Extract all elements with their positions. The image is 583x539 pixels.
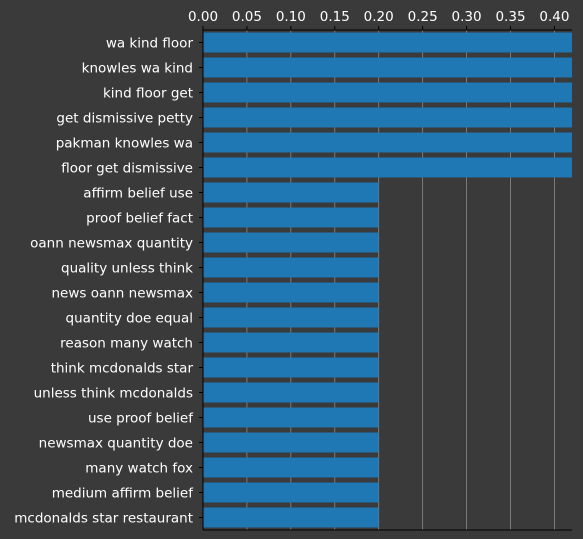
bar — [203, 82, 572, 103]
category-label: proof belief fact — [86, 211, 193, 227]
category-label: reason many watch — [60, 336, 193, 352]
bar — [203, 182, 379, 203]
bar — [203, 57, 572, 78]
category-label: newsmax quantity doe — [39, 436, 193, 452]
bar — [203, 132, 572, 153]
category-label: floor get dismissive — [61, 161, 193, 177]
x-tick-label: 0.30 — [452, 9, 482, 25]
x-tick-label: 0.20 — [364, 9, 394, 25]
bar — [203, 232, 379, 253]
x-tick-label: 0.25 — [408, 9, 438, 25]
bar — [203, 157, 572, 178]
category-label: many watch fox — [85, 461, 193, 477]
bar — [203, 507, 379, 528]
category-labels: wa kind floor knowles wa kind kind floor g… — [14, 36, 203, 527]
bar — [203, 407, 379, 428]
category-label: oann newsmax quantity — [30, 236, 193, 252]
x-tick-label: 0.35 — [495, 9, 525, 25]
bar — [203, 207, 379, 228]
category-label: news oann newsmax — [51, 286, 193, 302]
axes — [202, 29, 572, 531]
category-label: knowles wa kind — [82, 61, 193, 77]
bar — [203, 107, 572, 128]
category-label: pakman knowles wa — [56, 136, 193, 152]
x-tick-label: 0.10 — [276, 9, 306, 25]
bar — [203, 307, 379, 328]
category-label: quality unless think — [61, 261, 193, 277]
category-label: use proof belief — [88, 411, 194, 427]
bar — [203, 432, 379, 453]
bar — [203, 382, 379, 403]
category-label: medium affirm belief — [52, 486, 195, 502]
bar — [203, 482, 379, 503]
category-label: affirm belief use — [83, 186, 193, 202]
category-label: quantity doe equal — [66, 311, 193, 327]
bar — [203, 282, 379, 303]
bar — [203, 357, 379, 378]
category-label: think mcdonalds star — [51, 361, 194, 377]
category-label: mcdonalds star restaurant — [14, 511, 193, 527]
x-tick-label: 0.05 — [232, 9, 262, 25]
x-tick-label: 0.40 — [539, 9, 569, 25]
x-axis-ticks: 0.00 0.05 0.10 0.15 0.20 0.25 0.30 0.35 0.40 — [188, 9, 569, 30]
category-label: get dismissive petty — [56, 111, 193, 127]
x-tick-label: 0.00 — [188, 9, 218, 25]
bar — [203, 32, 572, 53]
bar — [203, 332, 379, 353]
x-tick-label: 0.15 — [320, 9, 350, 25]
category-label: wa kind floor — [106, 36, 194, 52]
bar — [203, 257, 379, 278]
bars — [203, 32, 572, 528]
grid-lines — [202, 30, 555, 530]
bar — [203, 457, 379, 478]
category-label: kind floor get — [103, 86, 193, 102]
category-label: unless think mcdonalds — [34, 386, 193, 402]
